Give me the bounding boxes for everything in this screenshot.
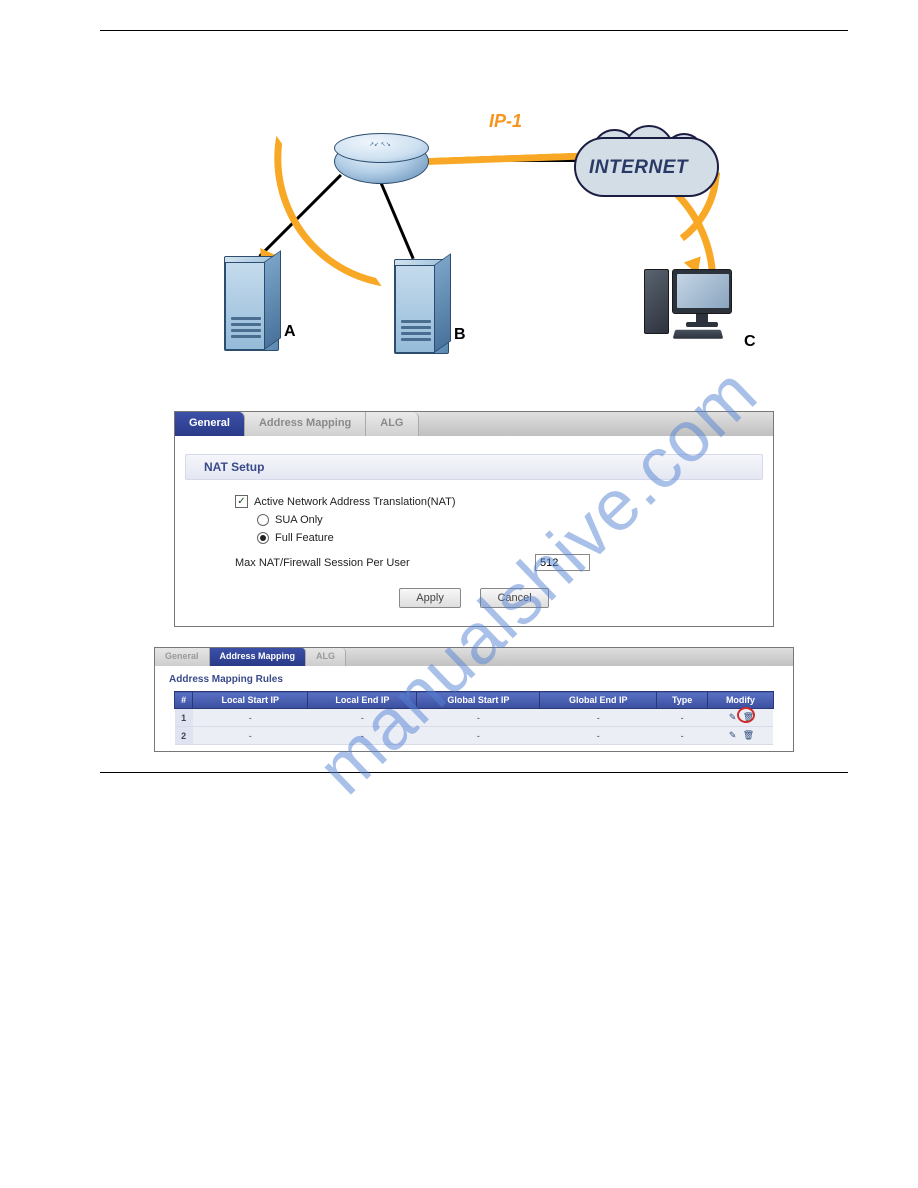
edit-icon[interactable]: ✎ xyxy=(727,712,738,723)
am-col-global-end: Global End IP xyxy=(540,692,657,709)
sua-row: SUA Only xyxy=(257,511,743,529)
network-diagram-wrap: IP-1 ↗↙ ↖↘ INTERNET xyxy=(100,111,848,371)
full-row: Full Feature xyxy=(257,529,743,547)
session-label: Max NAT/Firewall Session Per User xyxy=(235,557,535,569)
address-mapping-table: # Local Start IP Local End IP Global Sta… xyxy=(174,691,774,745)
panel1-tabs: General Address Mapping ALG xyxy=(175,412,773,436)
cloud-label: INTERNET xyxy=(589,157,688,179)
session-row: Max NAT/Firewall Session Per User xyxy=(235,551,743,574)
sua-radio[interactable] xyxy=(257,514,269,526)
page-footer: . xyxy=(100,803,848,831)
panel1-buttons: Apply Cancel xyxy=(175,574,773,612)
table-row: 1 - - - - - ✎ 🗑 xyxy=(175,709,774,727)
am-col-local-end: Local End IP xyxy=(308,692,417,709)
am-cell: - xyxy=(417,709,540,727)
tab-general[interactable]: General xyxy=(175,412,245,436)
panel2-tabs: General Address Mapping ALG xyxy=(155,648,793,666)
am-cell: - xyxy=(657,709,708,727)
tab2-alg[interactable]: ALG xyxy=(306,648,346,666)
internet-cloud: INTERNET xyxy=(574,129,719,199)
keyboard-icon xyxy=(673,330,724,339)
computer-c-label: C xyxy=(744,333,756,351)
ip-label: IP-1 xyxy=(489,111,522,132)
nat-general-panel: General Address Mapping ALG NAT Setup ✓ … xyxy=(174,411,774,627)
tab2-general[interactable]: General xyxy=(155,648,210,666)
am-col-global-start: Global Start IP xyxy=(417,692,540,709)
am-thead: # Local Start IP Local End IP Global Sta… xyxy=(175,692,774,709)
tab-alg[interactable]: ALG xyxy=(366,412,418,436)
apply-button[interactable]: Apply xyxy=(399,588,461,608)
am-tbody: 1 - - - - - ✎ 🗑 2 - - - - - ✎ xyxy=(175,709,774,745)
server-side-icon xyxy=(434,253,451,353)
delete-icon[interactable]: 🗑 xyxy=(743,730,754,741)
server-vents-icon xyxy=(401,320,431,344)
am-cell: - xyxy=(308,709,417,727)
server-side-icon xyxy=(264,250,281,350)
server-front-icon xyxy=(225,262,265,350)
network-diagram: IP-1 ↗↙ ↖↘ INTERNET xyxy=(214,111,734,371)
nat-form: ✓ Active Network Address Translation(NAT… xyxy=(175,492,773,574)
server-vents-icon xyxy=(231,317,261,341)
am-cell: - xyxy=(193,709,308,727)
am-cell: - xyxy=(540,727,657,745)
router-arrows-icon: ↗↙ ↖↘ xyxy=(369,141,391,148)
address-mapping-panel: General Address Mapping ALG Address Mapp… xyxy=(154,647,794,752)
address-mapping-header: Address Mapping Rules xyxy=(155,666,793,691)
active-nat-checkbox[interactable]: ✓ xyxy=(235,495,248,508)
tabs-spacer xyxy=(419,412,774,436)
am-cell: - xyxy=(193,727,308,745)
server-a-label: A xyxy=(284,323,296,341)
server-b-label: B xyxy=(454,326,466,344)
full-feature-label: Full Feature xyxy=(275,532,334,544)
am-col-num: # xyxy=(175,692,193,709)
server-a-icon xyxy=(224,256,279,351)
active-nat-label: Active Network Address Translation(NAT) xyxy=(254,496,456,508)
am-modify-cell: ✎ 🗑 xyxy=(708,727,774,745)
active-nat-row: ✓ Active Network Address Translation(NAT… xyxy=(235,492,743,511)
am-cell: - xyxy=(417,727,540,745)
am-cell: - xyxy=(308,727,417,745)
tab2-address-mapping[interactable]: Address Mapping xyxy=(210,648,307,666)
am-modify-cell: ✎ 🗑 xyxy=(708,709,774,727)
router-top-icon xyxy=(334,133,429,163)
tab-address-mapping[interactable]: Address Mapping xyxy=(245,412,366,436)
am-col-modify: Modify xyxy=(708,692,774,709)
am-cell: - xyxy=(540,709,657,727)
monitor-screen-icon xyxy=(677,274,729,308)
server-b-icon xyxy=(394,259,449,354)
sua-label: SUA Only xyxy=(275,514,323,526)
am-header-row: # Local Start IP Local End IP Global Sta… xyxy=(175,692,774,709)
delete-icon[interactable]: 🗑 xyxy=(743,712,754,723)
panel1-body: NAT Setup ✓ Active Network Address Trans… xyxy=(175,436,773,626)
am-col-type: Type xyxy=(657,692,708,709)
nat-setup-header: NAT Setup xyxy=(185,454,763,480)
server-front-icon xyxy=(395,265,435,353)
session-input[interactable] xyxy=(535,554,590,571)
full-feature-radio[interactable] xyxy=(257,532,269,544)
table-row: 2 - - - - - ✎ 🗑 xyxy=(175,727,774,745)
top-rule xyxy=(100,30,848,31)
tower-icon xyxy=(644,269,669,334)
monitor-base-icon xyxy=(686,322,718,327)
am-row-num: 2 xyxy=(175,727,193,745)
am-row-num: 1 xyxy=(175,709,193,727)
cancel-button[interactable]: Cancel xyxy=(480,588,548,608)
tabs2-spacer xyxy=(346,648,793,666)
edit-icon[interactable]: ✎ xyxy=(727,730,738,741)
bottom-rule xyxy=(100,772,848,773)
am-cell: - xyxy=(657,727,708,745)
am-col-local-start: Local Start IP xyxy=(193,692,308,709)
monitor-icon xyxy=(672,269,732,314)
